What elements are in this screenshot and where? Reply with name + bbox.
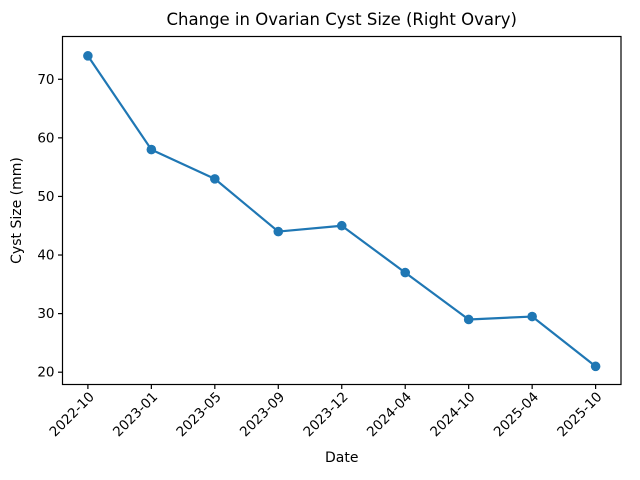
data-point-marker [527, 311, 537, 322]
x-tick-label: 2023-09 [237, 389, 288, 440]
data-point-marker [83, 51, 93, 61]
data-point-marker [400, 267, 411, 278]
data-point-marker [273, 226, 284, 237]
x-tick-label: 2023-01 [110, 389, 161, 440]
x-tick-label: 2022-10 [47, 389, 98, 440]
chart-title: Change in Ovarian Cyst Size (Right Ovary… [167, 10, 517, 29]
x-axis-label: Date [325, 450, 358, 466]
y-tick-label: 60 [37, 130, 54, 146]
y-tick-label: 70 [37, 72, 54, 88]
y-tick-label: 30 [37, 306, 54, 322]
y-axis-ticks: 20 30 40 50 60 70 [37, 72, 63, 381]
data-series-layer [83, 51, 601, 372]
x-tick-label: 2025-04 [491, 389, 542, 440]
x-tick-label: 2024-10 [427, 389, 478, 440]
y-tick-label: 50 [37, 189, 54, 205]
x-tick-label: 2025-10 [554, 389, 605, 440]
x-tick-label: 2024-04 [364, 389, 415, 440]
data-point-marker [590, 361, 601, 372]
data-point-marker [146, 144, 157, 155]
plot-area [61, 35, 622, 386]
y-axis-label: Cyst Size (mm) [9, 157, 25, 264]
x-tick-label: 2023-05 [173, 389, 224, 440]
x-tick-label: 2023-12 [300, 389, 351, 440]
data-point-marker [210, 174, 220, 184]
data-point-marker [463, 314, 474, 325]
y-tick-label: 20 [37, 365, 54, 381]
x-axis-ticks: 2022-10 2023-01 2023-05 2023-09 2023-12 2024-… [47, 384, 605, 440]
y-tick-label: 40 [37, 248, 54, 264]
data-point-marker [336, 220, 347, 231]
